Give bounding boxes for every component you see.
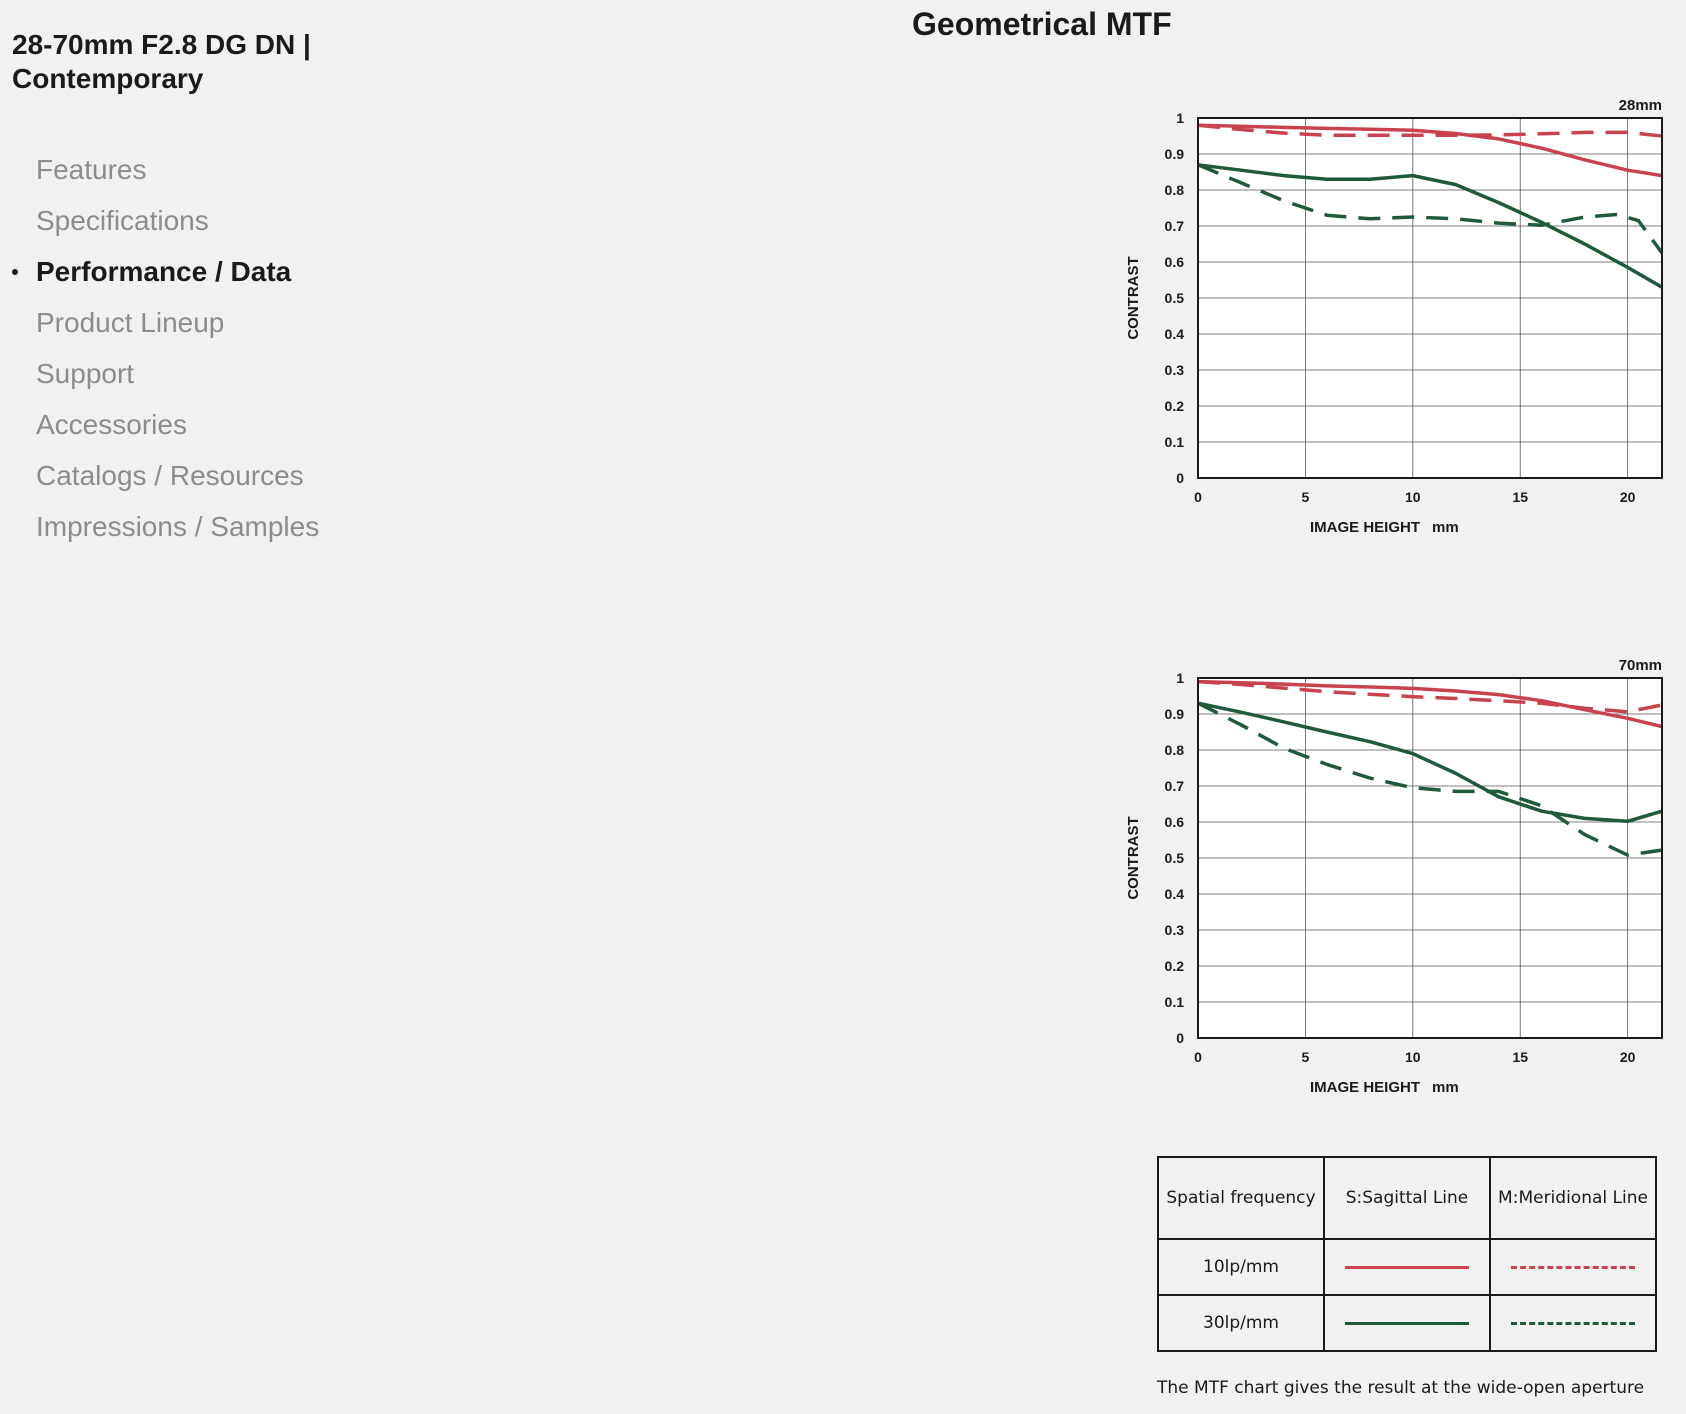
chart-svg: 00.10.20.30.40.50.60.70.80.910 5 10 15 2070m…: [1125, 657, 1663, 1096]
legend-row-label: 10lp/mm: [1157, 1238, 1325, 1296]
mtf-chart-70mm: 0 0.1 0.2 0.3 0.4 0.5 0.6 0.7 0.8 0.9 1 0 5 10 15 20 70m…: [1110, 646, 1670, 1096]
legend-header-sagittal: S:Sagittal Line: [1323, 1156, 1491, 1240]
x-tick-label: 0: [1194, 489, 1202, 505]
series-line-s-30lp-mm: [1197, 701, 1663, 824]
chart-title: 70mm: [1619, 657, 1662, 674]
x-tick-label: 20: [1620, 1049, 1636, 1065]
product-title-line1: 28-70mm F2.8 DG DN |: [12, 29, 311, 60]
y-tick-label: 0: [1176, 1030, 1184, 1046]
x-tick-label: 0: [1194, 1049, 1202, 1065]
nav-item-performance-data[interactable]: Performance / Data: [12, 250, 319, 301]
y-tick-label: 0.4: [1165, 326, 1185, 342]
mtf-legend-table: Spatial frequency S:Sagittal Line M:Meri…: [1157, 1156, 1657, 1352]
nav-item-label: Support: [36, 358, 135, 389]
section-title: Geometrical MTF: [912, 6, 1172, 42]
x-axis-label: IMAGE HEIGHT: [1310, 519, 1420, 536]
product-title: 28-70mm F2.8 DG DN | Contemporary: [12, 28, 372, 96]
x-tick-label: 5: [1302, 1049, 1310, 1065]
y-tick-label: 0.6: [1165, 254, 1185, 270]
y-tick-label: 0.1: [1165, 434, 1185, 450]
nav-item-label: Features: [36, 154, 147, 185]
nav-item-accessories[interactable]: Accessories: [36, 403, 319, 454]
x-axis-unit: mm: [1432, 1079, 1459, 1096]
legend-swatch-cell: [1323, 1238, 1491, 1296]
chart-title: 28mm: [1619, 97, 1662, 114]
legend-row-30lp: 30lp/mm: [1157, 1294, 1657, 1352]
nav-item-catalogs-resources[interactable]: Catalogs / Resources: [36, 454, 319, 505]
y-tick-label: 0: [1176, 470, 1184, 486]
mtf-footnote: The MTF chart gives the result at the wi…: [1157, 1378, 1645, 1398]
sagittal-10lp-swatch: [1345, 1265, 1469, 1269]
y-tick-label: 0.7: [1165, 218, 1185, 234]
y-tick-label: 0.9: [1165, 706, 1185, 722]
x-tick-label: 10: [1405, 1049, 1421, 1065]
legend-swatch-cell: [1489, 1294, 1657, 1352]
x-tick-label: 15: [1512, 489, 1528, 505]
chart-svg: 00.10.20.30.40.50.60.70.80.910 5 10 15 2028m…: [1125, 97, 1664, 536]
legend-row-label: 30lp/mm: [1157, 1294, 1325, 1352]
series-line-s-30lp-mm: [1197, 163, 1663, 289]
series-line-m-10lp-mm: [1197, 123, 1663, 138]
y-tick-label: 0.3: [1165, 362, 1185, 378]
x-tick-label: 10: [1405, 489, 1421, 505]
series-line-m-30lp-mm: [1197, 163, 1664, 255]
y-tick-label: 0.2: [1165, 398, 1185, 414]
y-tick-label: 0.5: [1165, 290, 1185, 306]
plot-frame: [1197, 677, 1663, 1039]
product-title-line2: Contemporary: [12, 63, 204, 94]
legend-swatch-cell: [1489, 1238, 1657, 1296]
y-axis-label: CONTRAST: [1125, 256, 1142, 339]
nav-item-label: Accessories: [36, 409, 187, 440]
x-tick-label: 20: [1620, 489, 1636, 505]
y-tick-label: 0.8: [1165, 182, 1185, 198]
series-line-m-30lp-mm: [1197, 701, 1663, 857]
y-tick-label: 0.5: [1165, 850, 1185, 866]
active-bullet-icon: [12, 269, 18, 275]
meridional-10lp-swatch: [1511, 1265, 1635, 1269]
mtf-chart-28mm: 0 0.1 0.2 0.3 0.4 0.5 0.6 0.7 0.8 0.9 1 0 5 10 15 20 28m…: [1110, 86, 1670, 536]
y-axis-label: CONTRAST: [1125, 816, 1142, 899]
nav-item-label: Impressions / Samples: [36, 511, 320, 542]
nav-item-product-lineup[interactable]: Product Lineup: [36, 301, 319, 352]
legend-header-meridional: M:Meridional Line: [1489, 1156, 1657, 1240]
y-tick-label: 0.9: [1165, 146, 1185, 162]
plot-frame: [1197, 117, 1663, 479]
x-axis-label: IMAGE HEIGHT: [1310, 1079, 1420, 1096]
y-tick-label: 0.7: [1165, 778, 1185, 794]
x-tick-label: 5: [1302, 489, 1310, 505]
y-tick-label: 0.1: [1165, 994, 1185, 1010]
legend-header-frequency: Spatial frequency: [1157, 1156, 1325, 1240]
series-line-s-10lp-mm: [1197, 679, 1663, 729]
legend-swatch-cell: [1323, 1294, 1491, 1352]
y-tick-label: 1: [1176, 110, 1184, 126]
y-tick-label: 1: [1176, 670, 1184, 686]
nav-item-support[interactable]: Support: [36, 352, 319, 403]
y-tick-label: 0.4: [1165, 886, 1185, 902]
legend-header-row: Spatial frequency S:Sagittal Line M:Meri…: [1157, 1156, 1657, 1240]
y-tick-label: 0.3: [1165, 922, 1185, 938]
nav-item-label: Product Lineup: [36, 307, 225, 338]
series-line-s-10lp-mm: [1197, 123, 1663, 178]
side-nav: Features Specifications Performance / Da…: [12, 148, 319, 556]
nav-item-label: Specifications: [36, 205, 209, 236]
meridional-30lp-swatch: [1511, 1321, 1635, 1325]
nav-item-label: Performance / Data: [36, 256, 292, 287]
x-tick-label: 15: [1512, 1049, 1528, 1065]
series-line-m-10lp-mm: [1197, 679, 1663, 714]
x-axis-unit: mm: [1432, 519, 1459, 536]
legend-row-10lp: 10lp/mm: [1157, 1238, 1657, 1296]
nav-item-impressions-samples[interactable]: Impressions / Samples: [36, 505, 319, 556]
nav-item-specifications[interactable]: Specifications: [36, 199, 319, 250]
y-tick-label: 0.8: [1165, 742, 1185, 758]
sagittal-30lp-swatch: [1345, 1321, 1469, 1325]
y-tick-label: 0.6: [1165, 814, 1185, 830]
nav-item-features[interactable]: Features: [36, 148, 319, 199]
y-tick-label: 0.2: [1165, 958, 1185, 974]
nav-item-label: Catalogs / Resources: [36, 460, 304, 491]
